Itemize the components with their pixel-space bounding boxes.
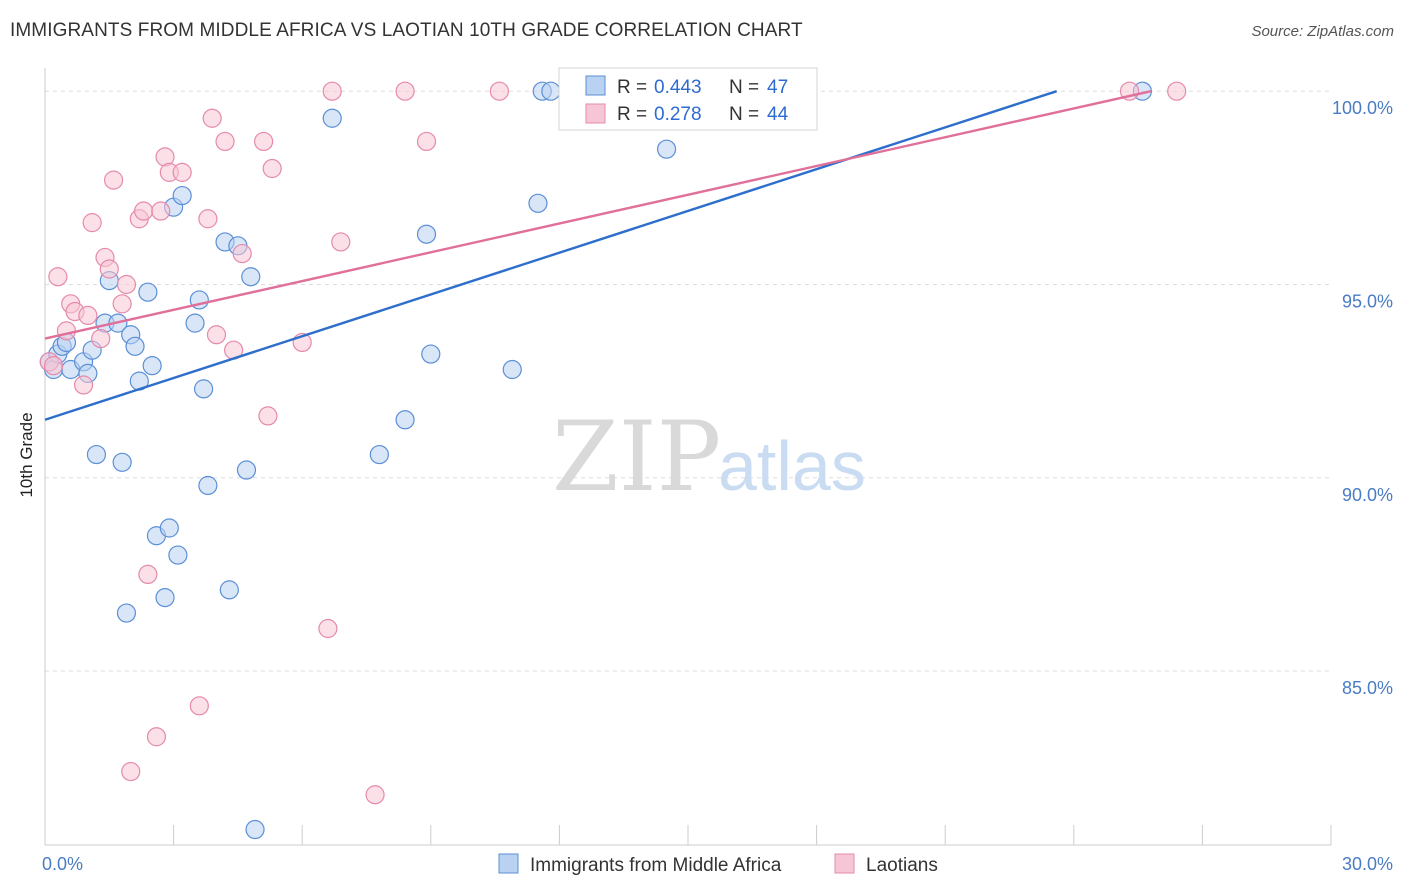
laotians-point-35 bbox=[318, 618, 338, 639]
middle-africa-trend-line bbox=[44, 90, 1058, 421]
data-points bbox=[39, 81, 1187, 840]
legend-n-value-1: 44 bbox=[767, 104, 789, 125]
laotians-point-13 bbox=[112, 294, 132, 314]
laotians-point-27 bbox=[206, 325, 227, 345]
laotians-point-12 bbox=[103, 170, 124, 190]
middle-africa-point-33 bbox=[236, 460, 257, 480]
laotians-point-38 bbox=[365, 785, 385, 805]
laotians-point-25 bbox=[198, 209, 218, 229]
middle-africa-point-19 bbox=[142, 356, 162, 376]
middle-africa-point-38 bbox=[395, 410, 415, 430]
gridlines bbox=[45, 90, 1331, 672]
middle-africa-point-40 bbox=[421, 344, 441, 364]
middle-africa-point-44 bbox=[541, 81, 561, 101]
laotians-point-39 bbox=[395, 81, 415, 101]
y-tick-labels: 85.0% 90.0% 95.0% 100.0% bbox=[1332, 98, 1393, 698]
laotians-point-37 bbox=[331, 232, 351, 252]
watermark-atlas: atlas bbox=[718, 427, 866, 505]
middle-africa-point-28 bbox=[194, 379, 214, 399]
middle-africa-point-41 bbox=[502, 359, 522, 380]
series-legend-swatch-middle-africa bbox=[498, 853, 519, 874]
x-tick-label-1: 30.0% bbox=[1342, 854, 1393, 874]
middle-africa-point-37 bbox=[369, 444, 389, 465]
laotians-point-24 bbox=[189, 696, 209, 716]
middle-africa-point-26 bbox=[185, 313, 205, 333]
laotians-point-19 bbox=[146, 727, 167, 747]
legend-r-label-1: R = bbox=[617, 104, 647, 125]
trend-lines bbox=[44, 90, 1152, 421]
middle-africa-point-24 bbox=[168, 545, 188, 565]
laotians-point-15 bbox=[121, 761, 141, 782]
y-tick-label-3: 100.0% bbox=[1332, 98, 1393, 118]
laotians-point-20 bbox=[151, 201, 171, 221]
middle-africa-point-14 bbox=[116, 603, 137, 623]
middle-africa-point-31 bbox=[219, 580, 239, 600]
laotians-point-32 bbox=[258, 406, 278, 426]
laotians-point-8 bbox=[82, 213, 102, 233]
middle-africa-point-39 bbox=[416, 224, 437, 244]
legend-n-value-0: 47 bbox=[767, 77, 788, 98]
legend-swatch-laotians bbox=[585, 103, 606, 124]
middle-africa-point-35 bbox=[245, 819, 265, 840]
laotians-point-41 bbox=[489, 81, 509, 101]
y-tick-label-2: 95.0% bbox=[1342, 291, 1393, 311]
middle-africa-point-18 bbox=[138, 282, 158, 302]
laotians-point-23 bbox=[172, 162, 192, 182]
y-axis-label: 10th Grade bbox=[17, 412, 36, 497]
laotians-point-2 bbox=[48, 267, 68, 287]
chart-title: IMMIGRANTS FROM MIDDLE AFRICA VS LAOTIAN… bbox=[10, 20, 803, 41]
legend-r-value-0: 0.443 bbox=[654, 77, 702, 98]
laotians-point-18 bbox=[138, 564, 158, 585]
middle-africa-point-25 bbox=[172, 185, 192, 206]
laotians-point-43 bbox=[1167, 81, 1187, 101]
legend-swatch-middle-africa bbox=[585, 75, 606, 96]
laotians-point-11 bbox=[99, 259, 119, 279]
middle-africa-point-9 bbox=[86, 444, 107, 465]
middle-africa-point-16 bbox=[125, 336, 145, 356]
laotians-trend-line bbox=[44, 90, 1152, 340]
middle-africa-point-22 bbox=[159, 518, 179, 538]
watermark: ZIP atlas bbox=[552, 401, 866, 513]
legend-n-label-1: N = bbox=[729, 104, 759, 125]
y-tick-label-1: 90.0% bbox=[1342, 485, 1393, 505]
x-tick-labels: 0.0% 30.0% bbox=[42, 854, 1393, 874]
chart-source: Source: ZipAtlas.com bbox=[1251, 23, 1394, 40]
laotians-point-7 bbox=[78, 305, 98, 326]
middle-africa-point-36 bbox=[322, 108, 342, 128]
laotians-point-33 bbox=[262, 158, 282, 179]
y-tick-label-0: 85.0% bbox=[1342, 678, 1393, 698]
series-legend-swatch-laotians bbox=[834, 853, 855, 874]
series-legend-label-middle-africa: Immigrants from Middle Africa bbox=[530, 855, 782, 876]
laotians-point-17 bbox=[133, 201, 154, 221]
legend-n-label-0: N = bbox=[729, 77, 759, 98]
middle-africa-point-29 bbox=[198, 475, 218, 496]
laotians-point-6 bbox=[73, 375, 94, 395]
laotians-point-1 bbox=[43, 356, 64, 376]
middle-africa-point-42 bbox=[528, 193, 548, 213]
laotians-point-9 bbox=[91, 328, 111, 349]
series-legend-label-laotians: Laotians bbox=[866, 855, 938, 876]
watermark-zip: ZIP bbox=[552, 401, 721, 513]
legend-r-value-1: 0.278 bbox=[654, 104, 702, 125]
middle-africa-point-21 bbox=[155, 587, 175, 608]
laotians-point-28 bbox=[215, 131, 235, 152]
middle-africa-point-34 bbox=[241, 267, 261, 287]
middle-africa-point-13 bbox=[112, 452, 132, 472]
legend-r-label-0: R = bbox=[617, 77, 647, 98]
laotians-point-14 bbox=[116, 274, 137, 295]
axes bbox=[44, 68, 1332, 846]
laotians-point-26 bbox=[202, 108, 222, 128]
laotians-point-40 bbox=[416, 131, 437, 152]
series-legend: Immigrants from Middle Africa Laotians bbox=[498, 853, 938, 876]
laotians-point-36 bbox=[322, 81, 342, 101]
laotians-point-31 bbox=[254, 131, 274, 152]
middle-africa-point-45 bbox=[656, 139, 677, 159]
laotians-point-3 bbox=[56, 321, 77, 341]
legend: R = 0.443 N = 47 R = 0.278 N = 44 bbox=[558, 67, 818, 131]
laotians-point-30 bbox=[232, 243, 252, 264]
x-tick-label-0: 0.0% bbox=[42, 854, 83, 874]
